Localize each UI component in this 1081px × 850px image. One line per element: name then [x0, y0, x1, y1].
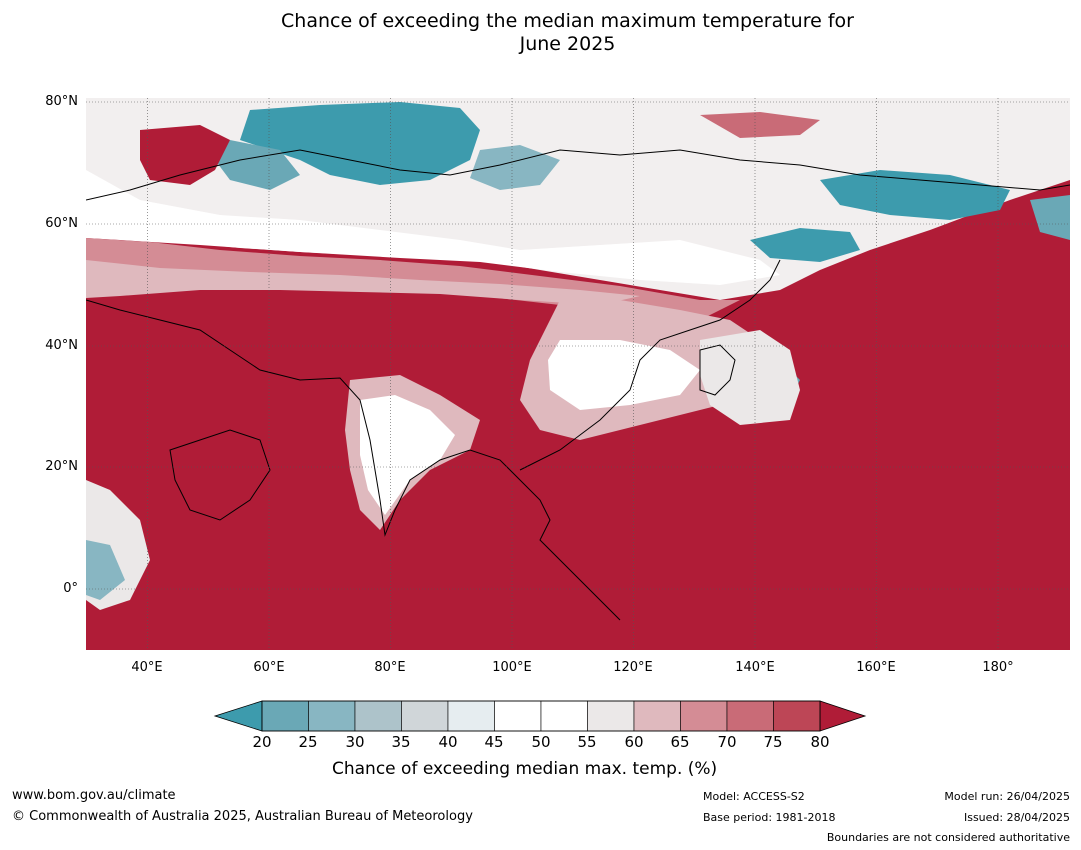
colorbar-tick-label: 45 [484, 733, 504, 751]
coastlines [86, 149, 1070, 621]
colorbar-tick-label: 25 [298, 733, 318, 751]
cool-patch-north-russia [240, 102, 480, 185]
cool-patch-okhotsk [750, 228, 860, 262]
chart-title: Chance of exceeding the median maximum t… [0, 10, 1081, 56]
colorbar-segment [540, 700, 588, 732]
colorbar-frame [261, 700, 821, 732]
lat-label: 0° [63, 581, 78, 596]
lon-label: 60°E [253, 660, 285, 675]
colorbar-title: Chance of exceeding median max. temp. (%… [332, 759, 718, 779]
colorbar [213, 700, 867, 732]
colorbar-tick-label: 80 [810, 733, 830, 751]
colorbar-segment [494, 700, 542, 732]
colorbar-segment [354, 700, 402, 732]
lon-label: 40°E [131, 660, 163, 675]
issued-text: Issued: 28/04/2025 [963, 811, 1070, 824]
white-zone-siberia [86, 170, 780, 285]
colorbar-tick-label: 30 [345, 733, 365, 751]
colorbar-segment [308, 700, 356, 732]
colorbar-tick-label: 55 [577, 733, 597, 751]
lon-label: 100°E [492, 660, 532, 675]
cool-patch-east-siberia [820, 170, 1010, 220]
colorbar-segment [587, 700, 635, 732]
india-white-zone [360, 395, 455, 515]
colorbar-over-arrow [819, 700, 867, 732]
colorbar-segment [261, 700, 309, 732]
lon-label: 120°E [613, 660, 653, 675]
lat-label: 80°N [45, 94, 78, 109]
lon-label: 80°E [374, 660, 406, 675]
colorbar-segment [726, 700, 774, 732]
title-line-1: Chance of exceeding the median maximum t… [281, 10, 854, 32]
map-field [86, 98, 1070, 650]
lat-label: 20°N [45, 459, 78, 474]
disclaimer-text: Boundaries are not considered authoritat… [826, 831, 1070, 844]
model-run-text: Model run: 26/04/2025 [944, 790, 1070, 803]
colorbar-segment [447, 700, 495, 732]
cool-patch-taimyr [470, 145, 560, 190]
colorbar-segment [633, 700, 681, 732]
lat-label: 60°N [45, 216, 78, 231]
lon-label: 140°E [735, 660, 775, 675]
colorbar-segments [261, 700, 821, 732]
colorbar-under-arrow [213, 700, 263, 732]
colorbar-tick-label: 65 [670, 733, 690, 751]
africa-cool-patch [86, 540, 125, 600]
title-line-2: June 2025 [519, 33, 616, 55]
colorbar-segment [680, 700, 728, 732]
warm-patch-scandinavia [140, 125, 230, 185]
model-text: Model: ACCESS-S2 [703, 790, 805, 803]
colorbar-segment [401, 700, 449, 732]
cool-patch-far-east [1030, 195, 1070, 240]
colorbar-tick-label: 20 [252, 733, 272, 751]
colorbar-tick-label: 60 [624, 733, 644, 751]
colorbar-segment [773, 700, 821, 732]
copyright-text: © Commonwealth of Australia 2025, Austra… [12, 809, 473, 824]
base-period-text: Base period: 1981-2018 [703, 811, 836, 824]
graticule [86, 98, 1070, 650]
cool-patch-karelia [215, 140, 300, 190]
colorbar-tick-label: 35 [391, 733, 411, 751]
colorbar-tick-label: 70 [717, 733, 737, 751]
lat-label: 40°N [45, 338, 78, 353]
light-pink-band [86, 260, 640, 305]
colorbar-tick-label: 50 [531, 733, 551, 751]
china-white-zone [548, 340, 700, 410]
lon-label: 180° [982, 660, 1014, 675]
warm-patch-arctic [700, 112, 820, 138]
colorbar-tick-label: 75 [763, 733, 783, 751]
website-link[interactable]: www.bom.gov.au/climate [12, 788, 176, 803]
colorbar-tick-label: 40 [438, 733, 458, 751]
lon-label: 160°E [856, 660, 896, 675]
japan-neutral-zone [700, 330, 800, 425]
